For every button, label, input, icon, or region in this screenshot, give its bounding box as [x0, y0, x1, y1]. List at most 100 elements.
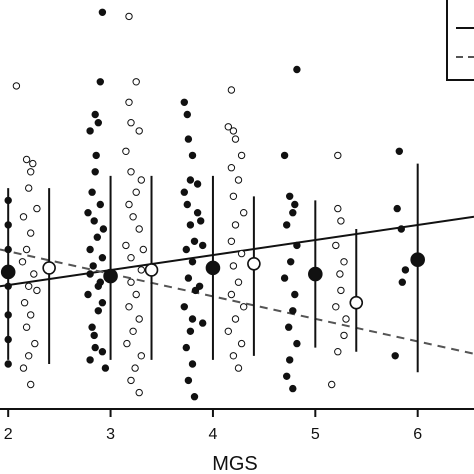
filled-data-point: [291, 200, 299, 209]
filled-data-point: [98, 348, 107, 356]
filled-data-point: [183, 200, 192, 209]
filled-data-point: [199, 319, 207, 327]
filled-data-point: [101, 364, 110, 372]
filled-data-point: [193, 209, 202, 217]
filled-data-point: [88, 323, 96, 331]
open-data-point: [336, 270, 344, 278]
open-data-point: [340, 331, 348, 340]
filled-data-point: [190, 393, 199, 401]
open-data-point: [27, 311, 35, 319]
filled-data-point: [280, 151, 289, 160]
open-data-point: [125, 200, 133, 209]
filled-data-point: [391, 352, 399, 360]
open-mean-marker: [247, 257, 261, 271]
open-data-point: [234, 176, 243, 184]
open-data-point: [127, 168, 135, 176]
filled-data-point: [188, 315, 197, 323]
open-data-point: [127, 254, 135, 262]
filled-data-point: [180, 188, 189, 196]
filled-data-point: [397, 225, 405, 233]
filled-mean-marker: [103, 268, 118, 284]
filled-data-point: [182, 245, 191, 254]
data-points: [4, 8, 410, 401]
filled-data-point: [285, 323, 293, 331]
filled-data-point: [186, 327, 195, 335]
open-data-point: [27, 380, 35, 389]
open-data-point: [123, 339, 131, 348]
open-data-point: [337, 286, 345, 295]
filled-data-point: [291, 290, 299, 299]
open-data-point: [234, 364, 243, 372]
filled-data-point: [89, 262, 97, 270]
filled-data-point: [286, 356, 294, 364]
filled-data-point: [93, 233, 102, 241]
open-data-point: [19, 364, 28, 372]
open-data-point: [137, 352, 146, 360]
filled-data-point: [283, 372, 291, 380]
filled-data-point: [94, 307, 103, 315]
filled-data-point: [199, 241, 207, 250]
open-data-point: [224, 123, 233, 131]
filled-data-point: [86, 270, 94, 278]
open-data-point: [125, 303, 133, 311]
filled-data-point: [98, 254, 107, 262]
filled-data-point: [86, 127, 94, 135]
open-data-point: [332, 303, 340, 311]
open-data-point: [132, 188, 140, 196]
filled-data-point: [398, 278, 406, 286]
open-data-point: [129, 327, 137, 335]
filled-data-point: [188, 258, 197, 266]
open-data-point: [340, 258, 348, 266]
open-mean-marker: [349, 295, 364, 310]
filled-data-point: [180, 98, 189, 107]
filled-mean-marker: [410, 252, 425, 268]
x-axis-ticks: 2 3 4 5 6: [4, 409, 422, 443]
open-data-point: [132, 78, 140, 86]
filled-data-point: [283, 221, 291, 229]
group-means: [0, 163, 425, 373]
filled-data-point: [188, 151, 197, 160]
filled-data-point: [90, 217, 98, 225]
filled-data-point: [184, 274, 193, 282]
open-data-point: [129, 213, 137, 221]
open-data-point: [240, 209, 248, 217]
trend-lines: [0, 215, 474, 355]
filled-data-point: [88, 188, 96, 196]
open-data-point: [229, 262, 238, 270]
open-data-point: [237, 339, 246, 348]
filled-data-point: [190, 237, 199, 246]
open-data-point: [22, 155, 31, 164]
open-data-point: [30, 270, 38, 278]
open-data-point: [227, 290, 236, 299]
x-tick-label: 3: [106, 426, 115, 443]
open-data-point: [237, 249, 246, 258]
filled-data-point: [96, 78, 105, 86]
open-data-point: [12, 82, 21, 90]
open-data-point: [137, 176, 146, 184]
filled-data-point: [395, 147, 403, 156]
filled-data-point: [197, 217, 205, 225]
open-data-point: [131, 364, 139, 372]
open-data-point: [240, 303, 248, 311]
open-data-point: [135, 388, 143, 397]
filled-data-point: [84, 209, 92, 217]
filled-data-point: [195, 282, 204, 290]
open-mean-marker: [42, 261, 56, 275]
filled-data-point: [186, 221, 195, 229]
open-data-point: [139, 245, 148, 254]
x-tick-label: 4: [208, 426, 217, 443]
x-axis-title: MGS: [212, 453, 258, 474]
open-data-point: [224, 327, 233, 335]
legend-box: [446, 0, 474, 81]
filled-data-point: [188, 360, 197, 368]
filled-data-point: [293, 65, 301, 74]
open-data-point: [127, 119, 135, 127]
filled-data-point: [293, 339, 301, 348]
filled-data-point: [193, 180, 202, 188]
open-data-point: [334, 348, 342, 356]
open-data-point: [334, 151, 342, 160]
open-data-point: [31, 339, 39, 348]
filled-data-point: [183, 110, 192, 119]
open-data-point: [231, 221, 240, 229]
